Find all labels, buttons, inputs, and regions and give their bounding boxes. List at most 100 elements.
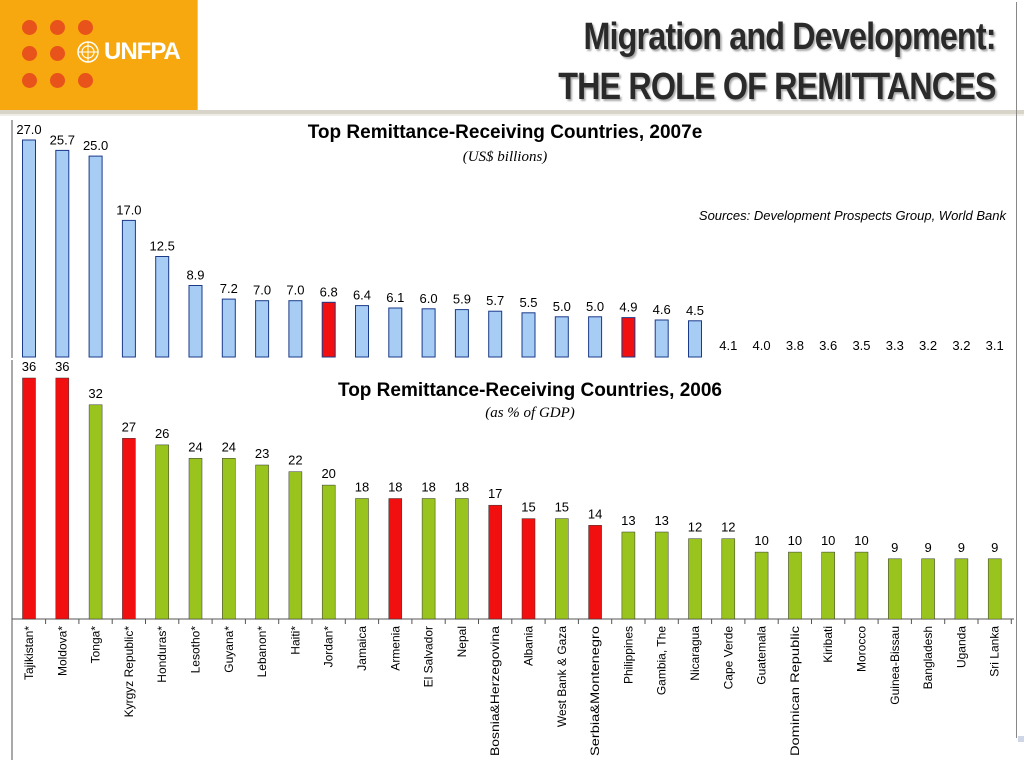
chart1-bar xyxy=(88,155,103,358)
chart2-category-label: Honduras* xyxy=(155,626,169,683)
chart1-value-label: 25.0 xyxy=(83,138,108,153)
chart1-value-label: 17.0 xyxy=(116,202,141,217)
chart2-bar xyxy=(888,558,902,620)
chart1-value-label: 6.8 xyxy=(320,284,338,299)
chart2-value-label: 15 xyxy=(555,500,569,515)
chart2-value-label: 32 xyxy=(88,386,102,401)
chart1-bar xyxy=(188,285,203,358)
chart2-value-label: 20 xyxy=(321,466,335,481)
chart1-bar xyxy=(255,300,270,358)
chart1-value-label: 4.9 xyxy=(619,300,637,315)
chart2-value-label: 13 xyxy=(621,513,635,528)
chart2-category-label: El Salvador xyxy=(422,626,436,687)
chart1-value-label: 4.6 xyxy=(653,302,671,317)
chart1-bar xyxy=(554,316,569,358)
slide-title: Migration and Development: THE ROLE OF R… xyxy=(559,12,997,112)
chart2-bar xyxy=(388,498,403,620)
chart2-value-label: 10 xyxy=(821,533,835,548)
chart2-category-label: Dominican Republic xyxy=(788,626,802,756)
chart2-bar xyxy=(588,525,602,620)
chart2-value-label: 10 xyxy=(754,533,768,548)
chart1-bar xyxy=(288,300,303,358)
chart2-value-label: 24 xyxy=(222,439,236,454)
chart2-bar xyxy=(921,558,935,620)
chart2-category-label: Sri Lanka xyxy=(988,626,1002,677)
chart2-category-label: Gambia, The xyxy=(655,626,669,695)
chart1-value-label: 3.2 xyxy=(919,338,937,353)
chart1-value-label: 3.8 xyxy=(786,338,804,353)
chart2-bar xyxy=(355,498,369,620)
chart2-category-label: Jordan* xyxy=(322,626,336,668)
chart2-category-label: Tonga* xyxy=(89,626,103,664)
chart1-value-label: 4.5 xyxy=(686,303,704,318)
chart1-bar xyxy=(421,308,436,358)
chart2-value-label: 18 xyxy=(388,480,402,495)
chart2-subtitle: (as % of GDP) xyxy=(485,405,575,421)
chart-remittances-gdp: Top Remittance-Receiving Countries, 2006… xyxy=(11,359,1014,760)
chart2-value-label: 12 xyxy=(688,520,702,535)
chart2-value-label: 27 xyxy=(122,419,136,434)
chart2-bar xyxy=(987,558,1002,620)
chart1-value-label: 3.2 xyxy=(952,338,970,353)
chart2-category-label: Armenia xyxy=(388,626,402,671)
chart1-value-label: 5.5 xyxy=(519,295,537,310)
chart1-value-label: 7.0 xyxy=(286,283,304,298)
chart1-value-label: 4.1 xyxy=(719,338,737,353)
logo-text: UNFPA xyxy=(104,38,181,65)
chart2-category-label: Philippines xyxy=(621,626,635,684)
chart2-bar xyxy=(421,498,436,620)
chart1-value-label: 12.5 xyxy=(150,239,175,254)
chart1-bar xyxy=(688,320,702,358)
chart2-bar xyxy=(321,484,336,620)
chart2-category-label: Kyrgyz Republic* xyxy=(122,626,136,718)
chart2-category-label: West Bank & Gaza xyxy=(555,626,569,727)
logo-dot xyxy=(22,46,37,61)
chart2-value-label: 9 xyxy=(924,540,931,555)
chart2-category-label: Morocco xyxy=(855,626,869,672)
chart2-category-label: Uganda xyxy=(954,626,968,668)
chart1-bar xyxy=(621,317,636,358)
chart2-bar xyxy=(155,444,169,620)
chart2-value-label: 26 xyxy=(155,426,169,441)
chart1-value-label: 6.1 xyxy=(386,290,404,305)
chart1-value-label: 7.2 xyxy=(220,281,238,296)
chart1-bar xyxy=(654,319,669,358)
chart1-value-label: 5.9 xyxy=(453,292,471,307)
chart1-bar xyxy=(121,219,136,358)
chart2-value-label: 9 xyxy=(891,540,898,555)
chart1-bar xyxy=(221,298,236,358)
chart2-category-label: Guinea-Bissau xyxy=(888,626,902,705)
chart2-category-label: Moldova* xyxy=(55,626,69,676)
chart2-bar xyxy=(222,458,236,620)
chart1-bar xyxy=(155,256,170,358)
chart2-value-label: 10 xyxy=(788,533,802,548)
chart1-bar xyxy=(22,139,36,358)
chart1-bar xyxy=(355,305,369,358)
logo-dot xyxy=(22,73,37,88)
chart2-bar xyxy=(721,538,736,620)
chart2-value-label: 18 xyxy=(421,480,435,495)
header-separator xyxy=(197,0,198,110)
chart1-title: Top Remittance-Receiving Countries, 2007… xyxy=(308,122,703,143)
chart2-category-label: Bangladesh xyxy=(921,626,935,689)
chart1-value-label: 6.0 xyxy=(420,291,438,306)
chart2-value-label: 10 xyxy=(854,533,868,548)
chart2-bar xyxy=(821,551,835,620)
chart2-bar xyxy=(521,518,536,620)
chart1-bar xyxy=(588,316,603,358)
chart2-bar xyxy=(621,531,636,620)
chart2-bar xyxy=(88,404,103,620)
chart1-value-label: 8.9 xyxy=(186,268,204,283)
chart2-category-label: Nicaragua xyxy=(688,626,702,681)
chart2-value-label: 9 xyxy=(958,540,965,555)
corner-mark xyxy=(1018,736,1024,742)
chart2-value-label: 13 xyxy=(654,513,668,528)
un-emblem-icon xyxy=(77,41,99,63)
chart1-value-label: 3.6 xyxy=(819,338,837,353)
logo-dot xyxy=(78,20,93,35)
logo-dot xyxy=(22,20,37,35)
chart2-bar xyxy=(122,438,136,620)
chart2-value-label: 9 xyxy=(991,540,998,555)
chart2-value-label: 12 xyxy=(721,520,735,535)
